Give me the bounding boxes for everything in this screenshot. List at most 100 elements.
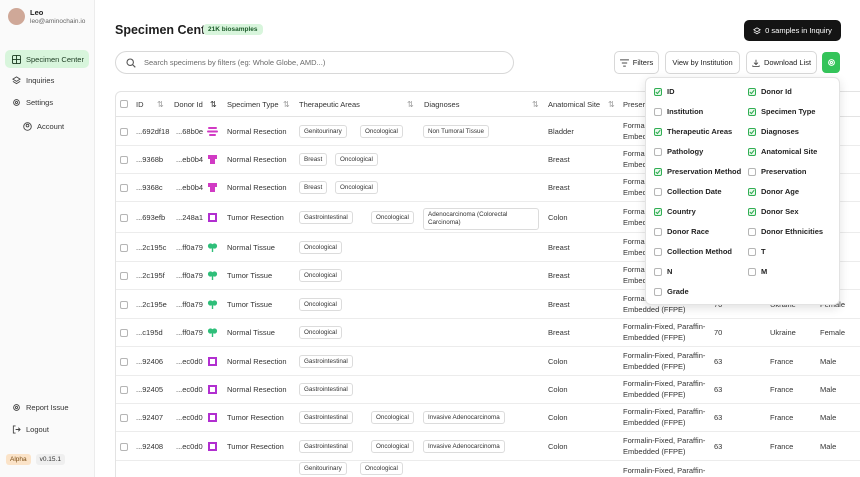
- checkbox-checked[interactable]: [748, 107, 756, 116]
- column-header-donor-id[interactable]: Donor Id: [174, 100, 203, 109]
- row-checkbox[interactable]: [120, 386, 128, 394]
- checkbox-checked[interactable]: [748, 147, 756, 156]
- row-checkbox[interactable]: [120, 414, 128, 422]
- column-header-preservation[interactable]: Preser: [623, 100, 646, 109]
- column-option-therapeutic-areas[interactable]: Therapeutic Areas: [654, 127, 732, 136]
- column-option-donor-race[interactable]: Donor Race: [654, 227, 709, 236]
- table-row[interactable]: ...9368c ...eb0b4 Normal Resection Breast On…: [116, 174, 860, 202]
- table-row[interactable]: ...693efb ...248a1 Tumor Resection Gastroin…: [116, 202, 860, 233]
- checkbox-unchecked[interactable]: [748, 227, 756, 236]
- column-option-grade[interactable]: Grade: [654, 287, 689, 296]
- column-option-id[interactable]: ID: [654, 87, 675, 96]
- row-checkbox[interactable]: [120, 156, 128, 164]
- checkbox-unchecked[interactable]: [654, 107, 662, 116]
- sort-icon[interactable]: ⇅: [210, 100, 217, 109]
- column-header-therapeutic-areas[interactable]: Therapeutic Areas: [299, 100, 360, 109]
- view-by-institution-button[interactable]: View by Institution: [665, 51, 740, 74]
- search-bar[interactable]: [115, 51, 514, 74]
- row-checkbox[interactable]: [120, 184, 128, 192]
- column-option-donor-sex[interactable]: Donor Sex: [748, 207, 799, 216]
- checkbox-checked[interactable]: [748, 207, 756, 216]
- table-row[interactable]: ...92407 ...ec0d0 Tumor Resection Gastroint…: [116, 404, 860, 432]
- table-row[interactable]: ...92406 ...ec0d0 Normal Resection Gastroin…: [116, 347, 860, 376]
- column-option-m[interactable]: M: [748, 267, 767, 276]
- nav-settings[interactable]: Settings: [5, 93, 89, 111]
- nav-report-issue[interactable]: Report Issue: [5, 398, 89, 416]
- checkbox-unchecked[interactable]: [654, 187, 662, 196]
- column-header-diagnoses[interactable]: Diagnoses: [424, 100, 460, 109]
- checkbox-unchecked[interactable]: [748, 167, 756, 176]
- checkbox-checked[interactable]: [748, 187, 756, 196]
- sort-icon[interactable]: ⇅: [407, 100, 414, 109]
- nav-account[interactable]: Account: [16, 117, 86, 135]
- column-option-t[interactable]: T: [748, 247, 766, 256]
- checkbox-unchecked[interactable]: [654, 147, 662, 156]
- checkbox-checked[interactable]: [748, 87, 756, 96]
- therapeutic-area-chip: Breast: [299, 181, 328, 194]
- checkbox-unchecked[interactable]: [654, 287, 662, 296]
- column-option-donor-age[interactable]: Donor Age: [748, 187, 799, 196]
- row-checkbox[interactable]: [120, 128, 128, 136]
- row-checkbox[interactable]: [120, 329, 128, 337]
- table-row[interactable]: ...2c195f ...ff0a79 Tumor Tissue Oncologica…: [116, 262, 860, 290]
- select-all-checkbox[interactable]: [120, 100, 128, 108]
- checkbox-unchecked[interactable]: [748, 267, 756, 276]
- nav-inquiries[interactable]: Inquiries: [5, 71, 89, 89]
- filters-button[interactable]: Filters: [614, 51, 659, 74]
- checkbox-unchecked[interactable]: [654, 247, 662, 256]
- download-list-button[interactable]: Download List: [746, 51, 817, 74]
- table-row[interactable]: ...2c195c ...ff0a79 Normal Tissue Oncologic…: [116, 233, 860, 262]
- column-option-n[interactable]: N: [654, 267, 672, 276]
- therapeutic-area-chip: Oncological: [371, 411, 414, 424]
- sort-icon[interactable]: ⇅: [283, 100, 290, 109]
- cell-anatomical-site: Breast: [548, 183, 570, 192]
- sort-icon[interactable]: ⇅: [532, 100, 539, 109]
- therapeutic-area-chip: Oncological: [299, 241, 342, 254]
- column-option-anatomical-site[interactable]: Anatomical Site: [748, 147, 817, 156]
- nav-specimen-center[interactable]: Specimen Center: [5, 50, 89, 68]
- sort-icon[interactable]: ⇅: [157, 100, 164, 109]
- column-option-pathology[interactable]: Pathology: [654, 147, 703, 156]
- checkbox-checked[interactable]: [654, 207, 662, 216]
- checkbox-checked[interactable]: [748, 127, 756, 136]
- column-option-collection-date[interactable]: Collection Date: [654, 187, 722, 196]
- column-header-specimen-type[interactable]: Specimen Type: [227, 100, 279, 109]
- column-option-collection-method[interactable]: Collection Method: [654, 247, 732, 256]
- table-row[interactable]: ...c195d ...ff0a79 Normal Tissue Oncologica…: [116, 319, 860, 347]
- table-row[interactable]: ...9368b ...eb0b4 Normal Resection Breast On…: [116, 146, 860, 174]
- sort-icon[interactable]: ⇅: [608, 100, 615, 109]
- row-checkbox[interactable]: [120, 301, 128, 309]
- search-input[interactable]: [144, 58, 484, 67]
- column-option-institution[interactable]: Institution: [654, 107, 703, 116]
- column-header-anatomical-site[interactable]: Anatomical Site: [548, 100, 601, 109]
- inquiry-button[interactable]: 0 samples in Inquiry: [744, 20, 841, 41]
- column-option-specimen-type[interactable]: Specimen Type: [748, 107, 815, 116]
- table-row[interactable]: ...692df18 ...68b0e Normal Resection Genito…: [116, 117, 860, 146]
- checkbox-checked[interactable]: [654, 127, 662, 136]
- therapeutic-area-chip: Gastrointestinal: [299, 211, 353, 224]
- row-checkbox[interactable]: [120, 443, 128, 451]
- row-checkbox[interactable]: [120, 272, 128, 280]
- checkbox-unchecked[interactable]: [748, 247, 756, 256]
- column-option-diagnoses[interactable]: Diagnoses: [748, 127, 799, 136]
- row-checkbox[interactable]: [120, 244, 128, 252]
- table-row[interactable]: Genitourinary Oncological Formalin-Fixed, …: [116, 461, 860, 477]
- column-settings-button[interactable]: [822, 52, 840, 73]
- row-checkbox[interactable]: [120, 214, 128, 222]
- row-checkbox[interactable]: [120, 358, 128, 366]
- column-option-country[interactable]: Country: [654, 207, 696, 216]
- checkbox-checked[interactable]: [654, 87, 662, 96]
- checkbox-unchecked[interactable]: [654, 267, 662, 276]
- column-option-preservation-method[interactable]: Preservation Method: [654, 167, 741, 176]
- column-option-donor-ethnicities[interactable]: Donor Ethnicities: [748, 227, 823, 236]
- table-row[interactable]: ...92405 ...ec0d0 Normal Resection Gastroin…: [116, 376, 860, 404]
- checkbox-unchecked[interactable]: [654, 227, 662, 236]
- checkbox-checked[interactable]: [654, 167, 662, 176]
- column-option-preservation[interactable]: Preservation: [748, 167, 806, 176]
- cell-preservation-method: Formalin Embedd: [623, 207, 652, 229]
- table-row[interactable]: ...92408 ...ec0d0 Tumor Resection Gastroint…: [116, 432, 860, 461]
- user-card[interactable]: Leo leo@aminochain.io: [8, 8, 85, 25]
- column-header-id[interactable]: ID: [136, 100, 144, 109]
- nav-logout[interactable]: Logout: [5, 420, 89, 438]
- column-option-donor-id[interactable]: Donor Id: [748, 87, 792, 96]
